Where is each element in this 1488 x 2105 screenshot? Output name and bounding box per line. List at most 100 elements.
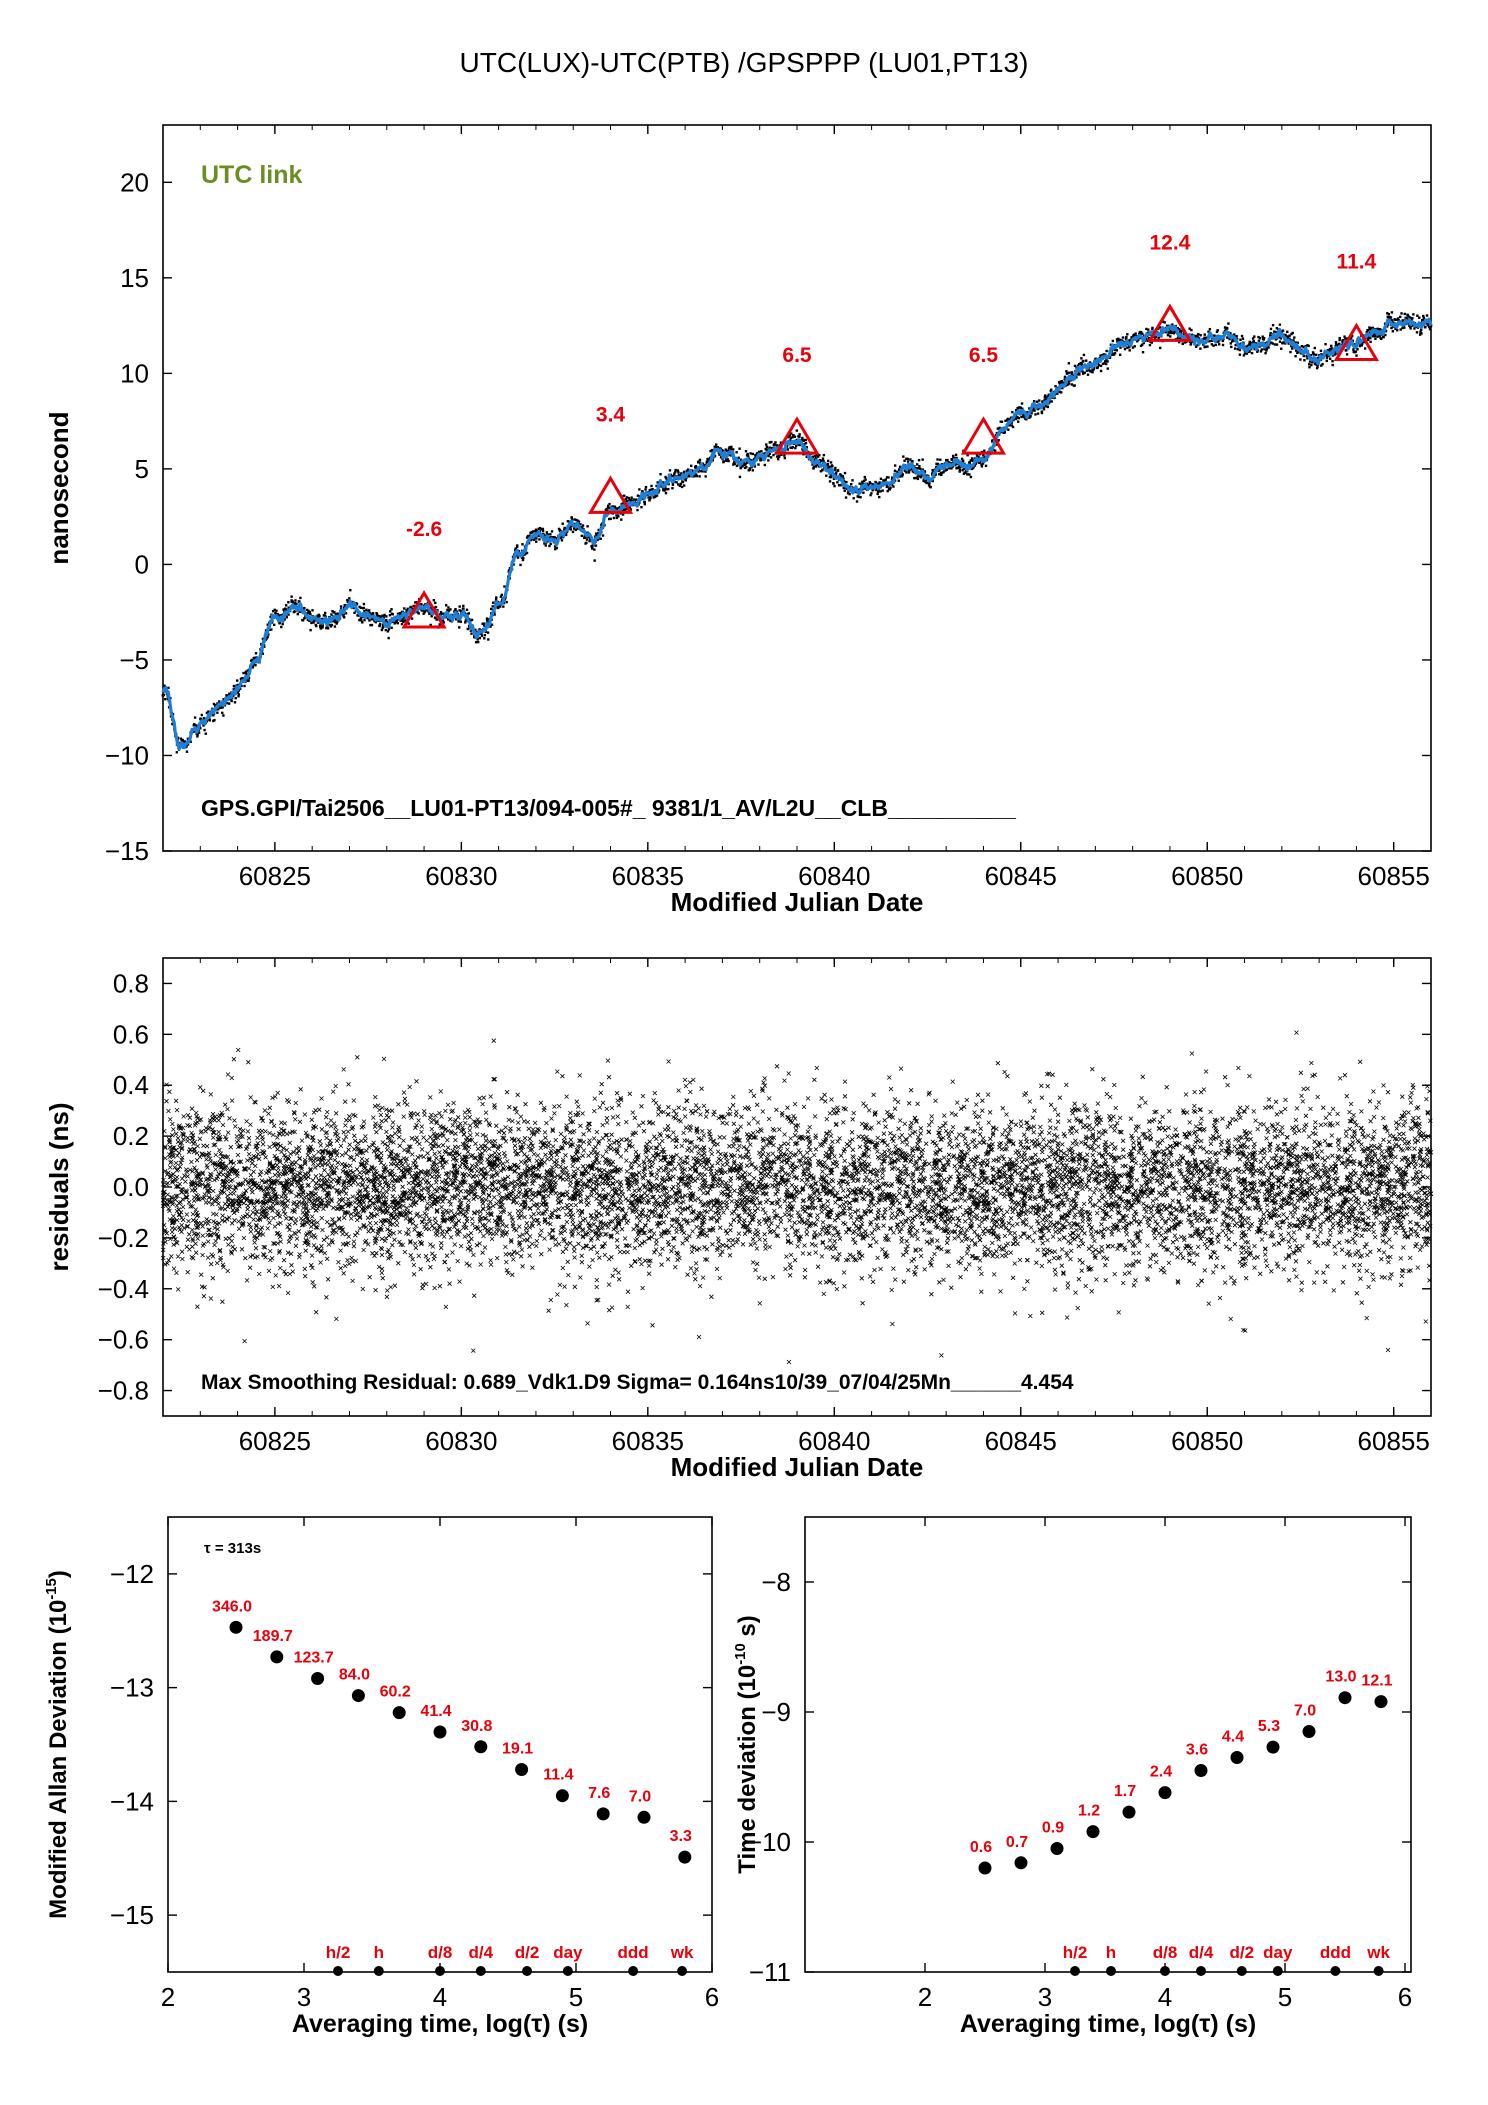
data-point	[613, 505, 616, 509]
data-point	[920, 474, 923, 477]
data-point	[386, 630, 390, 633]
data-point	[732, 448, 735, 451]
data-point	[1067, 379, 1070, 383]
data-point	[465, 608, 469, 611]
data-point	[620, 503, 623, 506]
data-point	[585, 541, 588, 545]
data-point	[1309, 353, 1313, 357]
data-point	[1263, 336, 1266, 340]
data-point	[844, 496, 848, 499]
data-point	[1042, 406, 1046, 409]
data-point	[371, 612, 375, 615]
data-point	[966, 473, 969, 476]
data-point	[571, 530, 575, 534]
residual-point	[456, 1218, 462, 1224]
data-point	[265, 637, 268, 640]
residual-point	[1262, 1246, 1268, 1252]
data-point	[425, 609, 428, 612]
data-point	[291, 600, 295, 603]
residual-point	[1351, 1262, 1357, 1268]
data-point	[916, 475, 919, 478]
data-point	[261, 652, 265, 655]
data-point	[422, 604, 426, 607]
data-point	[360, 619, 363, 622]
data-point	[560, 539, 564, 542]
data-point	[1277, 336, 1281, 339]
data-point	[1032, 400, 1036, 403]
residual-point	[942, 1113, 947, 1118]
data-point	[458, 609, 461, 612]
data-point	[678, 484, 682, 488]
residual-point	[504, 1259, 509, 1265]
data-point	[1075, 376, 1078, 379]
y-axis-label: residuals (ns)	[44, 1102, 74, 1271]
data-point	[1232, 339, 1235, 342]
data-point	[1132, 334, 1136, 338]
residual-point	[1261, 1212, 1266, 1217]
data-point	[802, 449, 805, 452]
data-point	[541, 529, 545, 533]
data-point	[462, 607, 465, 610]
data-point	[1227, 322, 1230, 325]
data-point	[1400, 312, 1403, 315]
data-point	[1046, 405, 1050, 409]
data-point	[264, 629, 268, 632]
residual-point	[697, 1162, 703, 1168]
data-point	[1123, 341, 1126, 344]
data-point	[485, 618, 489, 622]
data-point	[1208, 327, 1212, 331]
data-point	[1313, 346, 1316, 350]
data-point	[1089, 370, 1092, 373]
data-point	[813, 455, 817, 458]
data-point	[1422, 314, 1425, 318]
data-point	[278, 621, 281, 625]
data-point	[387, 628, 391, 631]
data-point	[399, 611, 402, 615]
data-point	[270, 628, 273, 631]
data-point	[1319, 349, 1323, 353]
data-point	[246, 669, 250, 672]
data-point	[1104, 359, 1108, 363]
data-point	[195, 724, 198, 727]
data-point	[1249, 344, 1252, 347]
residual-point	[784, 1208, 790, 1213]
data-point	[277, 614, 280, 617]
data-point	[863, 475, 866, 479]
residual-point	[530, 1127, 536, 1132]
data-point	[284, 604, 288, 607]
data-point	[1096, 365, 1099, 369]
data-point	[317, 613, 321, 617]
data-point	[783, 454, 786, 457]
data-point	[233, 701, 237, 704]
residual-point	[1276, 1213, 1282, 1219]
data-point	[1260, 348, 1263, 351]
data-point	[417, 612, 420, 615]
data-point	[1360, 344, 1364, 347]
data-point	[495, 596, 498, 599]
data-point	[1338, 338, 1341, 342]
data-point	[738, 475, 742, 479]
data-point	[1048, 400, 1052, 403]
data-point	[334, 620, 337, 624]
data-point	[538, 526, 542, 530]
data-point	[878, 481, 881, 484]
data-point	[564, 533, 568, 536]
data-point	[388, 610, 392, 613]
residual-point	[1060, 1187, 1066, 1192]
data-point	[1428, 327, 1432, 331]
residual-point	[660, 1208, 665, 1214]
data-point	[739, 458, 743, 461]
data-point	[1105, 349, 1108, 353]
data-point	[1275, 343, 1279, 346]
data-point	[402, 620, 405, 624]
data-point	[407, 622, 410, 625]
data-point	[680, 485, 684, 489]
data-point	[914, 476, 917, 480]
data-point	[227, 702, 231, 705]
data-point	[1349, 337, 1353, 340]
data-point	[938, 473, 941, 476]
data-point	[1293, 336, 1296, 339]
data-point	[507, 570, 510, 573]
data-point	[819, 470, 823, 473]
data-point	[767, 459, 770, 462]
